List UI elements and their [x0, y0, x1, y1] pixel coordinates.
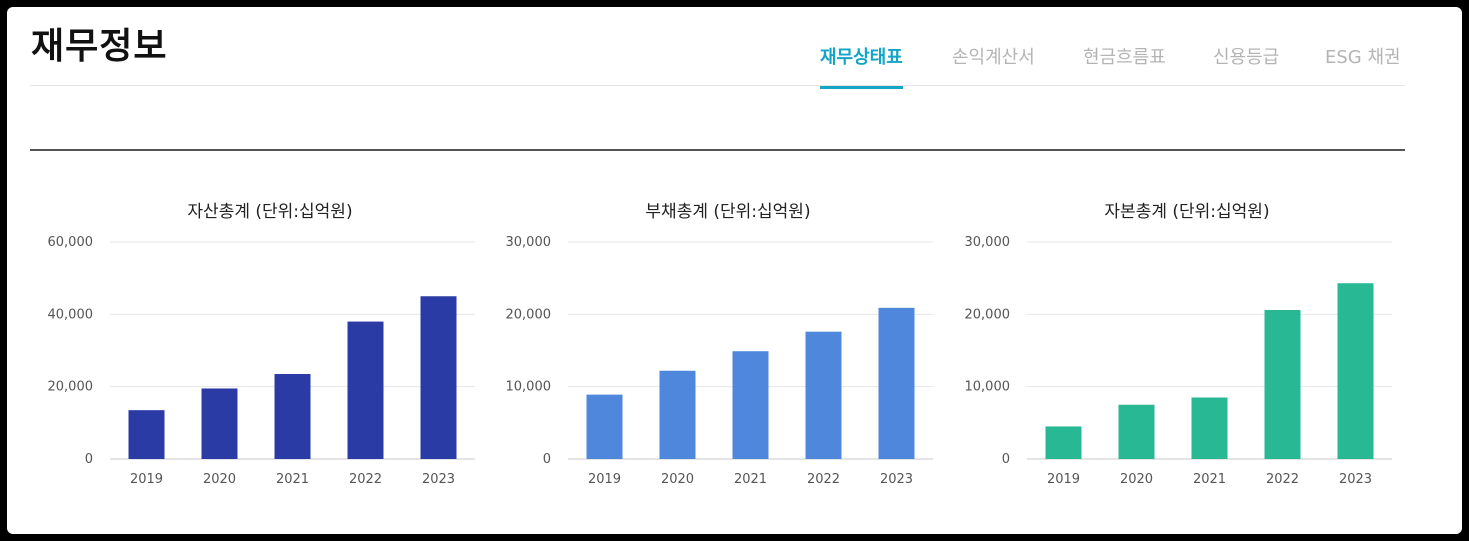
chart-title: 자본총계 (단위:십억원)	[1104, 202, 1270, 222]
tab-balance-sheet[interactable]: 재무상태표	[820, 43, 903, 89]
bar-2023[interactable]	[878, 307, 915, 459]
y-tick-label: 20,000	[506, 307, 552, 322]
y-tick-label: 0	[85, 452, 93, 467]
bar-2021[interactable]	[1191, 397, 1228, 459]
tab-income-statement[interactable]: 손익계산서	[952, 47, 1035, 68]
x-tick-label: 2021	[276, 472, 309, 487]
tab-cash-flow[interactable]: 현금흐름표	[1083, 47, 1166, 68]
total-liabilities-plot: 0 10,000 20,000 30,000 2019 2020 2021 2022 2023	[506, 235, 933, 487]
total-equity-plot: 0 10,000 20,000 30,000 2019 2020 2021 2022 2023	[965, 235, 1392, 487]
financial-info-card: 재무정보 재무상태표 손익계산서 현금흐름표 신용등급 ESG 채권 자산총계 …	[7, 7, 1462, 534]
financial-tabs: 재무상태표 손익계산서 현금흐름표 신용등급 ESG 채권	[7, 43, 1462, 89]
tab-credit-rating[interactable]: 신용등급	[1213, 47, 1280, 68]
total-equity-chart: 자본총계 (단위:십억원) 0 10,000 20,000 30,000 2019 202…	[947, 197, 1407, 497]
y-tick-label: 10,000	[506, 380, 552, 395]
x-tick-label: 2022	[1266, 472, 1299, 487]
x-tick-label: 2023	[422, 472, 455, 487]
x-tick-label: 2019	[588, 472, 621, 487]
y-tick-label: 30,000	[506, 235, 552, 250]
x-tick-label: 2019	[1047, 472, 1080, 487]
x-tick-label: 2023	[880, 472, 913, 487]
bar-2020[interactable]	[659, 370, 696, 459]
bar-2019[interactable]	[1045, 426, 1082, 459]
x-tick-label: 2022	[807, 472, 840, 487]
bar-2021[interactable]	[274, 374, 311, 459]
x-tick-label: 2020	[661, 472, 694, 487]
x-tick-label: 2020	[203, 472, 236, 487]
y-tick-label: 20,000	[48, 380, 94, 395]
y-tick-label: 30,000	[965, 235, 1011, 250]
bar-2020[interactable]	[1118, 404, 1155, 459]
bar-2020[interactable]	[201, 388, 238, 459]
total-assets-chart: 자산총계 (단위:십억원) 0 20,000 40,000 60,000 2019 202…	[30, 197, 490, 497]
y-tick-label: 60,000	[48, 235, 94, 250]
chart-title: 부채총계 (단위:십억원)	[645, 202, 811, 222]
bar-2022[interactable]	[805, 331, 842, 459]
bar-2022[interactable]	[347, 321, 384, 459]
header-divider	[30, 85, 1405, 86]
bar-2022[interactable]	[1264, 309, 1301, 459]
x-tick-label: 2020	[1120, 472, 1153, 487]
y-tick-label: 0	[543, 452, 551, 467]
x-tick-label: 2021	[1193, 472, 1226, 487]
y-tick-label: 10,000	[965, 380, 1011, 395]
chart-title: 자산총계 (단위:십억원)	[187, 202, 353, 222]
bar-2023[interactable]	[1337, 283, 1374, 459]
page-title: 재무정보	[31, 26, 168, 67]
x-tick-label: 2022	[349, 472, 382, 487]
total-assets-plot: 0 20,000 40,000 60,000 2019 2020 2021 2022 2023	[48, 235, 475, 487]
total-liabilities-chart: 부채총계 (단위:십억원) 0 10,000 20,000 30,000 2019 202…	[488, 197, 948, 497]
content-divider	[30, 149, 1405, 151]
y-tick-label: 0	[1002, 452, 1010, 467]
bar-2021[interactable]	[732, 351, 769, 459]
y-tick-label: 40,000	[48, 307, 94, 322]
x-tick-label: 2021	[734, 472, 767, 487]
y-tick-label: 20,000	[965, 307, 1011, 322]
tab-esg-bond[interactable]: ESG 채권	[1325, 47, 1401, 68]
x-tick-label: 2023	[1339, 472, 1372, 487]
x-tick-label: 2019	[130, 472, 163, 487]
bar-2019[interactable]	[586, 394, 623, 459]
bar-2023[interactable]	[420, 296, 457, 459]
bar-2019[interactable]	[128, 410, 165, 459]
